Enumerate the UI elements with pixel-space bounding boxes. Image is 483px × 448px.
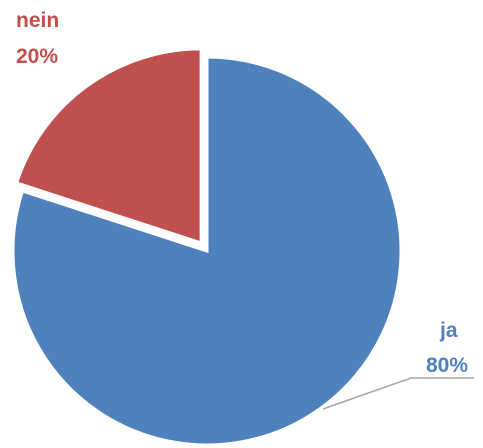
pie-slice-ja — [11, 55, 403, 447]
pie-slices — [11, 47, 403, 447]
slice-label-ja-pct: 80% — [426, 354, 468, 377]
leader-line-ja — [322, 377, 474, 410]
slice-label-nein-pct: 20% — [16, 45, 58, 68]
leader-lines — [322, 377, 474, 410]
slice-label-nein-name: nein — [16, 9, 59, 32]
slice-label-ja-name: ja — [439, 319, 458, 342]
pie-slice-nein — [14, 47, 203, 245]
